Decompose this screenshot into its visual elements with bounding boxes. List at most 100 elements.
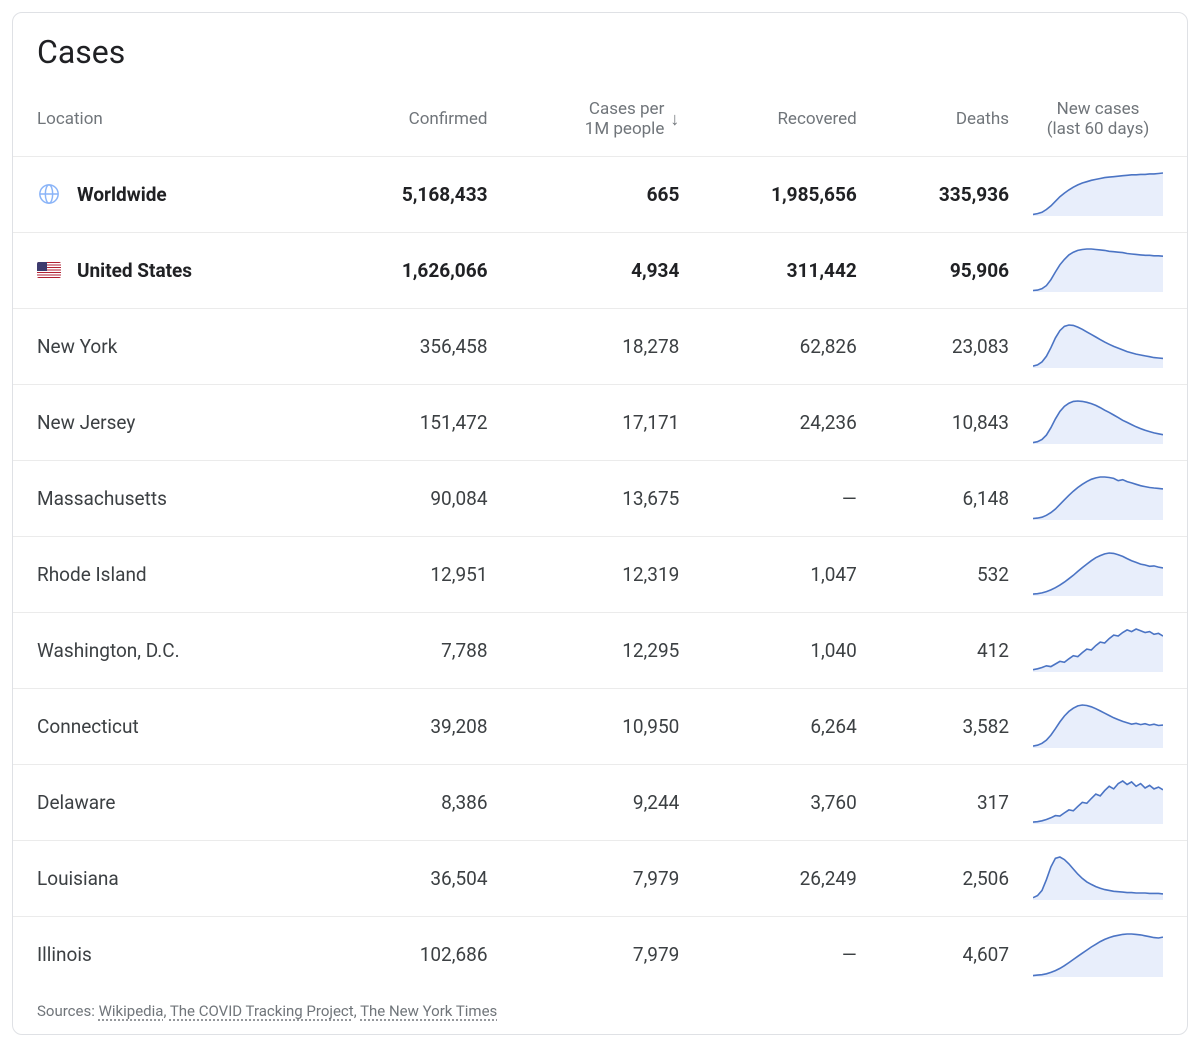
cases-table: Location Confirmed Cases per 1M people ↓…	[13, 83, 1187, 992]
cell-deaths: 6,148	[869, 460, 1021, 536]
cell-recovered: 3,760	[691, 764, 868, 840]
cell-confirmed: 7,788	[322, 612, 499, 688]
location-name: New York	[37, 335, 117, 358]
cell-location: New York	[13, 308, 322, 384]
location-name: Washington, D.C.	[37, 639, 180, 662]
cell-per1m: 17,171	[500, 384, 692, 460]
cell-confirmed: 1,626,066	[322, 232, 499, 308]
col-recovered[interactable]: Recovered	[691, 83, 868, 156]
cell-location: Connecticut	[13, 688, 322, 764]
cell-confirmed: 151,472	[322, 384, 499, 460]
col-location[interactable]: Location	[13, 83, 322, 156]
cell-recovered: 6,264	[691, 688, 868, 764]
cell-per1m: 7,979	[500, 916, 692, 992]
cell-deaths: 10,843	[869, 384, 1021, 460]
cell-deaths: 95,906	[869, 232, 1021, 308]
cell-recovered: —	[691, 460, 868, 536]
cell-sparkline	[1021, 384, 1187, 460]
cell-deaths: 3,582	[869, 688, 1021, 764]
col-newcases-line2: (last 60 days)	[1033, 119, 1163, 139]
cell-location: Massachusetts	[13, 460, 322, 536]
col-confirmed[interactable]: Confirmed	[322, 83, 499, 156]
cell-sparkline	[1021, 232, 1187, 308]
cell-deaths: 23,083	[869, 308, 1021, 384]
cases-card: Cases Location Confirmed Cases per 1M pe…	[12, 12, 1188, 1035]
col-per1m-line1: Cases per	[585, 99, 665, 119]
location-name: United States	[77, 259, 192, 282]
location-name: Rhode Island	[37, 563, 147, 586]
cell-sparkline	[1021, 916, 1187, 992]
location-name: Louisiana	[37, 867, 119, 890]
table-row[interactable]: Washington, D.C. 7,788 12,295 1,040 412	[13, 612, 1187, 688]
sort-arrow-icon: ↓	[670, 109, 679, 130]
cell-recovered: 1,040	[691, 612, 868, 688]
sources-prefix: Sources:	[37, 1002, 99, 1020]
cell-confirmed: 12,951	[322, 536, 499, 612]
cell-recovered: 62,826	[691, 308, 868, 384]
cell-deaths: 412	[869, 612, 1021, 688]
cell-recovered: 26,249	[691, 840, 868, 916]
cell-per1m: 18,278	[500, 308, 692, 384]
globe-icon	[37, 182, 61, 206]
table-row[interactable]: Worldwide 5,168,433 665 1,985,656 335,93…	[13, 156, 1187, 232]
sources-line: Sources: Wikipedia, The COVID Tracking P…	[13, 992, 1187, 1034]
cell-deaths: 317	[869, 764, 1021, 840]
cell-confirmed: 90,084	[322, 460, 499, 536]
cell-confirmed: 36,504	[322, 840, 499, 916]
cell-confirmed: 39,208	[322, 688, 499, 764]
cell-location: Illinois	[13, 916, 322, 992]
cell-recovered: —	[691, 916, 868, 992]
cell-recovered: 1,047	[691, 536, 868, 612]
cell-sparkline	[1021, 460, 1187, 536]
location-name: Delaware	[37, 791, 115, 814]
cell-sparkline	[1021, 840, 1187, 916]
location-name: Worldwide	[77, 183, 167, 206]
cell-sparkline	[1021, 688, 1187, 764]
location-name: Connecticut	[37, 715, 139, 738]
cell-per1m: 12,319	[500, 536, 692, 612]
us-flag-icon	[37, 258, 61, 282]
cell-per1m: 9,244	[500, 764, 692, 840]
table-row[interactable]: New York 356,458 18,278 62,826 23,083	[13, 308, 1187, 384]
cell-confirmed: 102,686	[322, 916, 499, 992]
cell-sparkline	[1021, 308, 1187, 384]
cell-per1m: 10,950	[500, 688, 692, 764]
cell-deaths: 2,506	[869, 840, 1021, 916]
cell-sparkline	[1021, 156, 1187, 232]
cell-location: Delaware	[13, 764, 322, 840]
cell-deaths: 4,607	[869, 916, 1021, 992]
table-row[interactable]: Rhode Island 12,951 12,319 1,047 532	[13, 536, 1187, 612]
cell-confirmed: 356,458	[322, 308, 499, 384]
card-title: Cases	[13, 13, 1187, 83]
table-row[interactable]: Massachusetts 90,084 13,675 — 6,148	[13, 460, 1187, 536]
table-row[interactable]: Illinois 102,686 7,979 — 4,607	[13, 916, 1187, 992]
col-per1m[interactable]: Cases per 1M people ↓	[500, 83, 692, 156]
cell-location: Washington, D.C.	[13, 612, 322, 688]
col-newcases[interactable]: New cases (last 60 days)	[1021, 83, 1187, 156]
cell-recovered: 24,236	[691, 384, 868, 460]
col-newcases-line1: New cases	[1033, 99, 1163, 119]
col-deaths[interactable]: Deaths	[869, 83, 1021, 156]
cell-location: New Jersey	[13, 384, 322, 460]
cell-deaths: 532	[869, 536, 1021, 612]
cell-sparkline	[1021, 764, 1187, 840]
cell-recovered: 311,442	[691, 232, 868, 308]
cell-sparkline	[1021, 612, 1187, 688]
location-name: New Jersey	[37, 411, 135, 434]
source-link[interactable]: The COVID Tracking Project	[170, 1002, 354, 1020]
source-link[interactable]: Wikipedia	[99, 1002, 164, 1020]
table-row[interactable]: Louisiana 36,504 7,979 26,249 2,506	[13, 840, 1187, 916]
cell-sparkline	[1021, 536, 1187, 612]
table-row[interactable]: Connecticut 39,208 10,950 6,264 3,582	[13, 688, 1187, 764]
cell-location: United States	[13, 232, 322, 308]
cell-per1m: 13,675	[500, 460, 692, 536]
cell-location: Rhode Island	[13, 536, 322, 612]
table-row[interactable]: Delaware 8,386 9,244 3,760 317	[13, 764, 1187, 840]
table-row[interactable]: New Jersey 151,472 17,171 24,236 10,843	[13, 384, 1187, 460]
cell-confirmed: 5,168,433	[322, 156, 499, 232]
cell-recovered: 1,985,656	[691, 156, 868, 232]
source-link[interactable]: The New York Times	[360, 1002, 497, 1020]
cell-deaths: 335,936	[869, 156, 1021, 232]
cell-location: Worldwide	[13, 156, 322, 232]
table-row[interactable]: United States 1,626,066 4,934 311,442 95…	[13, 232, 1187, 308]
